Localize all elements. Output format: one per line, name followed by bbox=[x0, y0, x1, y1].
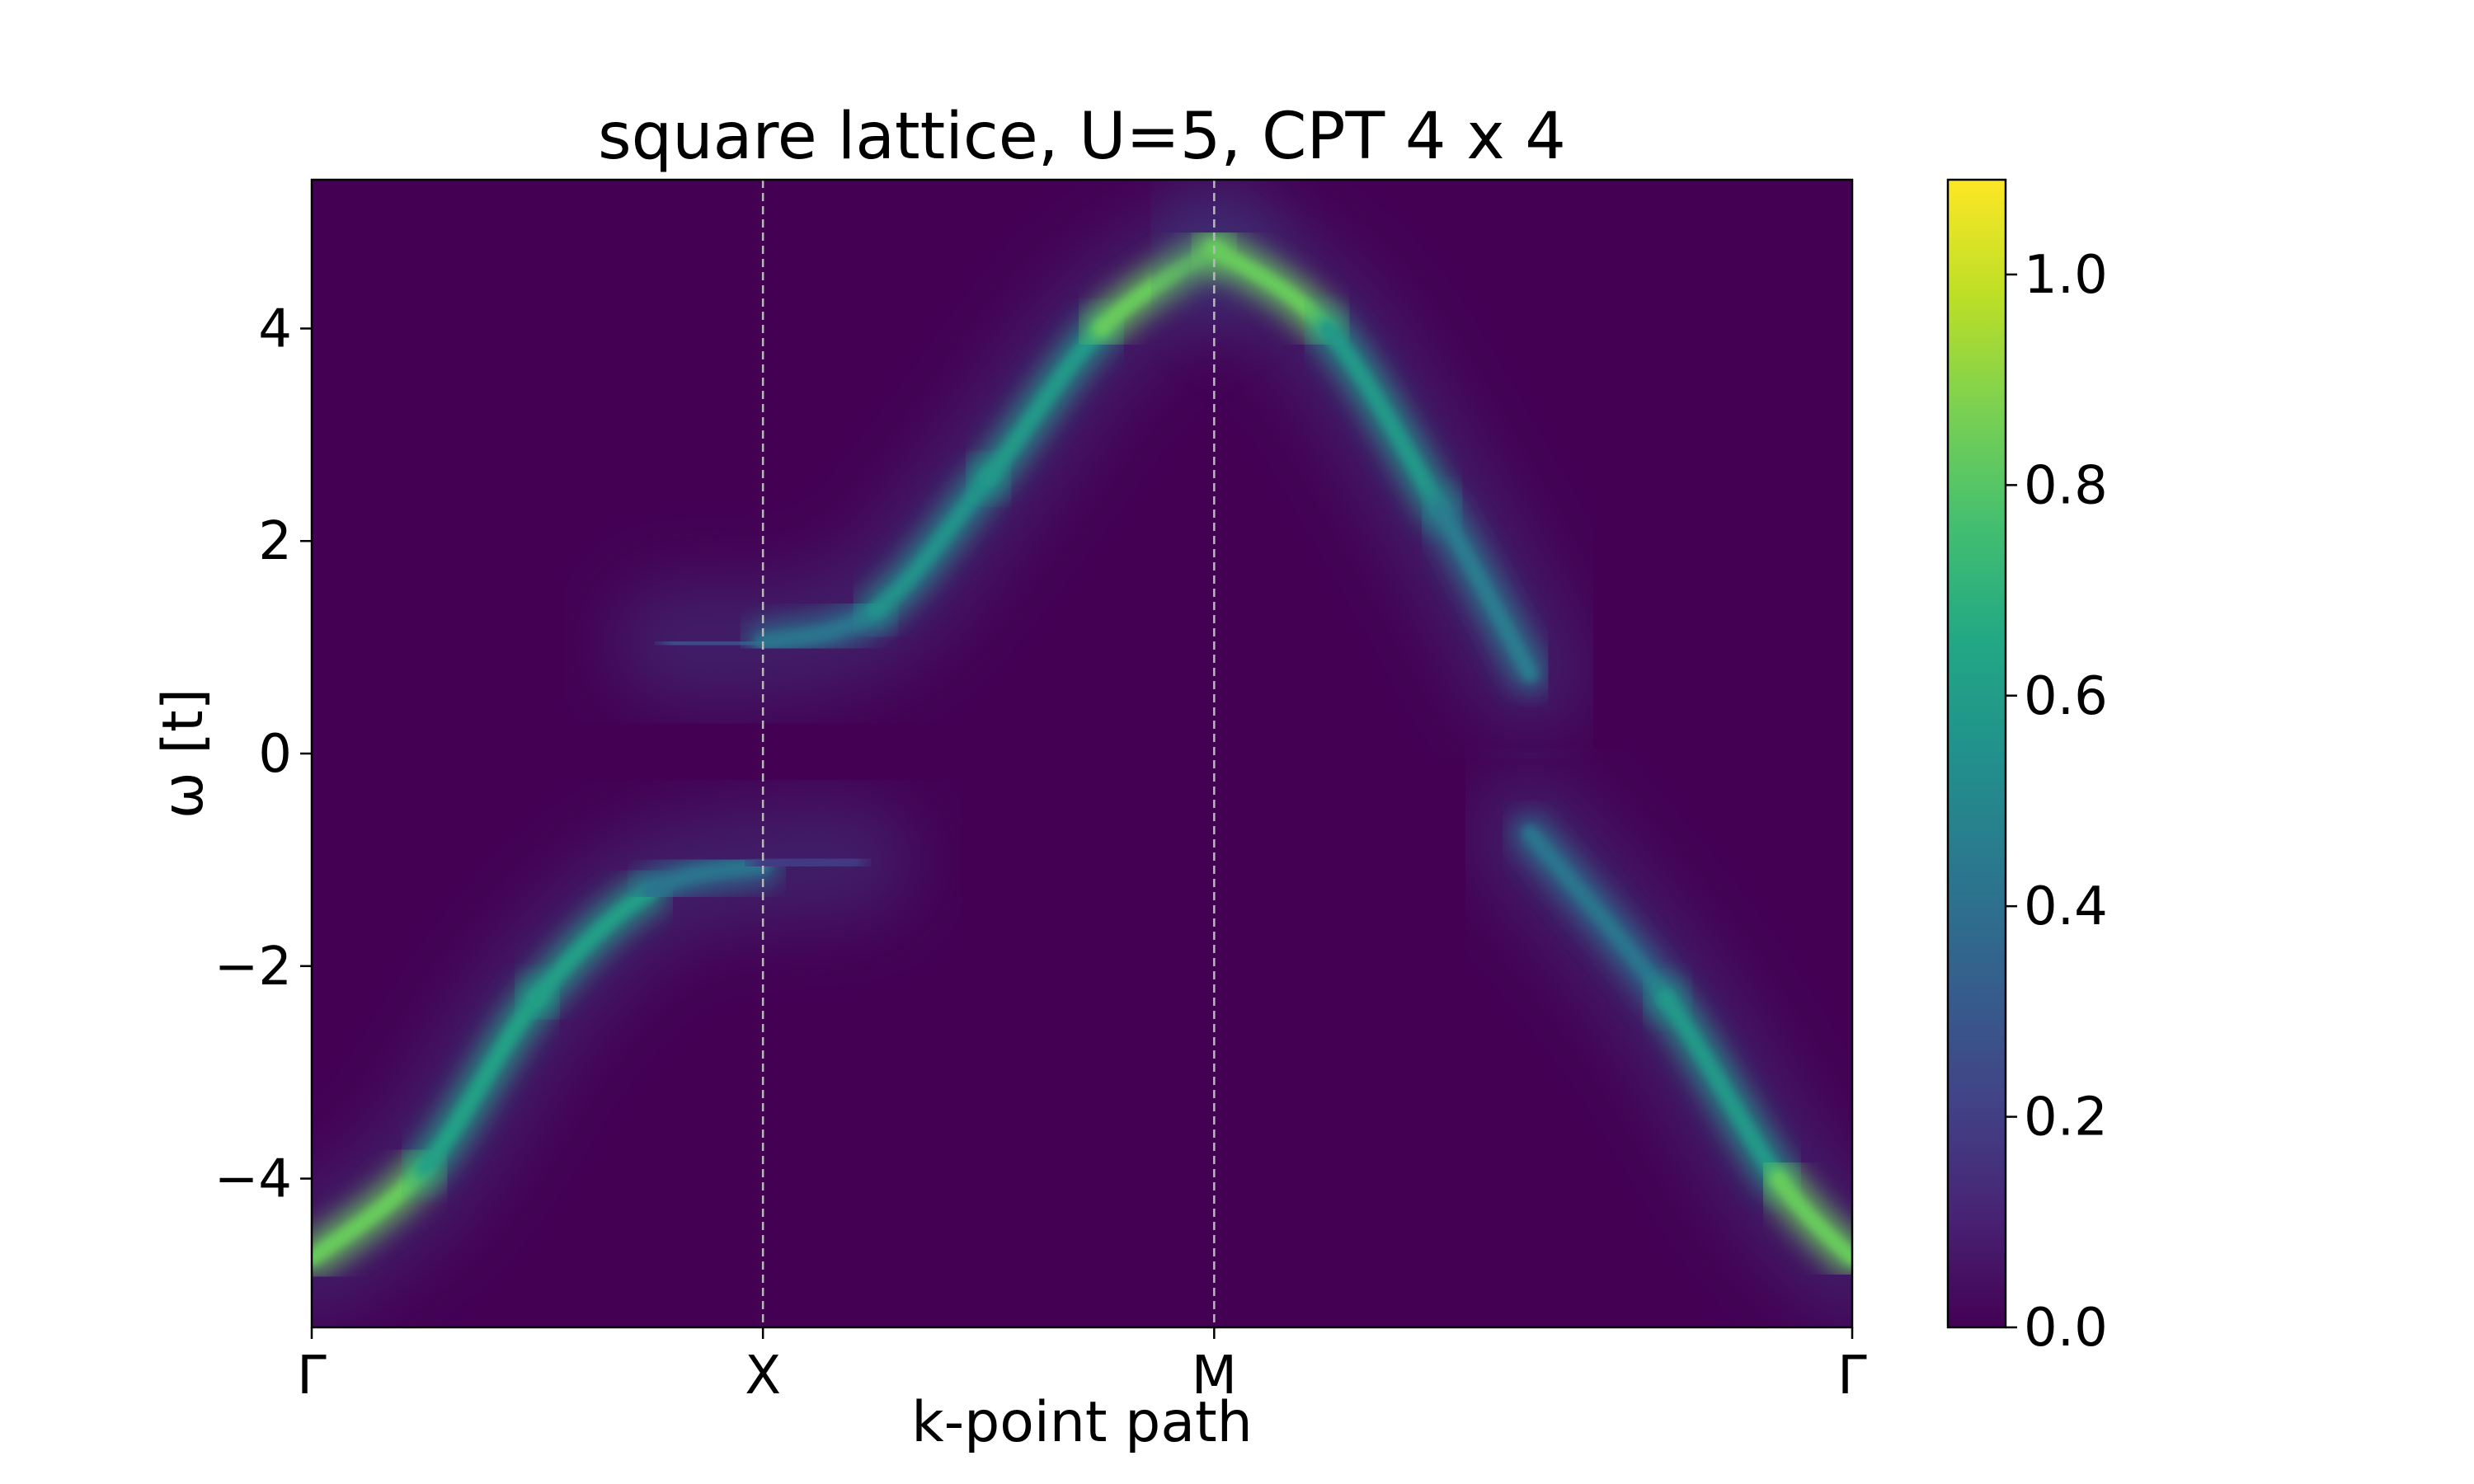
y-axis-label: ω [t] bbox=[151, 688, 216, 819]
band-4-core bbox=[1771, 1171, 1852, 1266]
colorbar-ticks: 0.0 0.2 0.4 0.6 0.8 1.0 bbox=[2006, 245, 2108, 1359]
x-tick-label: Γ bbox=[1837, 1345, 1867, 1407]
x-axis-label: k-point path bbox=[911, 1390, 1253, 1455]
band-1-core bbox=[416, 990, 545, 1176]
y-tick-label: 0 bbox=[258, 724, 292, 785]
y-tick-label: −2 bbox=[214, 937, 292, 998]
y-tick-label: 4 bbox=[258, 298, 292, 359]
chart-title: square lattice, U=5, CPT 4 x 4 bbox=[598, 100, 1566, 174]
spectral-bands bbox=[312, 186, 1852, 1321]
band-4-core bbox=[1658, 990, 1786, 1186]
colorbar-tick-label: 0.6 bbox=[2024, 666, 2108, 727]
band-1 bbox=[312, 797, 915, 1321]
band-3-core bbox=[1206, 241, 1335, 336]
y-tick-label: 2 bbox=[258, 511, 292, 572]
band-3-core bbox=[1319, 321, 1447, 517]
colorbar-tick-label: 1.0 bbox=[2024, 245, 2108, 306]
band-3 bbox=[1152, 186, 1592, 736]
x-tick-label: M bbox=[1192, 1345, 1237, 1407]
x-tick-label: X bbox=[745, 1345, 781, 1407]
x-tick-label: Γ bbox=[297, 1345, 327, 1407]
band-4-core bbox=[1522, 825, 1673, 1006]
band-2-core bbox=[981, 321, 1109, 485]
band-2-core bbox=[868, 469, 996, 618]
colorbar-tick-label: 0.0 bbox=[2024, 1298, 2108, 1359]
y-tick-label: −4 bbox=[214, 1149, 292, 1210]
high-symmetry-lines bbox=[761, 180, 1216, 1327]
plot-area bbox=[310, 178, 1854, 1329]
band-1-core bbox=[755, 852, 861, 873]
colorbar-tick-label: 0.2 bbox=[2024, 1087, 2108, 1148]
colorbar: 0.0 0.2 0.4 0.6 0.8 1.0 bbox=[1946, 178, 2108, 1359]
colorbar-gradient bbox=[1946, 178, 2007, 1329]
band-1-core bbox=[312, 1160, 432, 1266]
colorbar-tick-label: 0.4 bbox=[2024, 876, 2108, 937]
band-3-core bbox=[1432, 501, 1538, 682]
y-axis-ticks: −4 −2 0 2 4 bbox=[214, 298, 312, 1210]
colorbar-tick-label: 0.8 bbox=[2024, 455, 2108, 516]
band-4 bbox=[1468, 771, 1852, 1321]
